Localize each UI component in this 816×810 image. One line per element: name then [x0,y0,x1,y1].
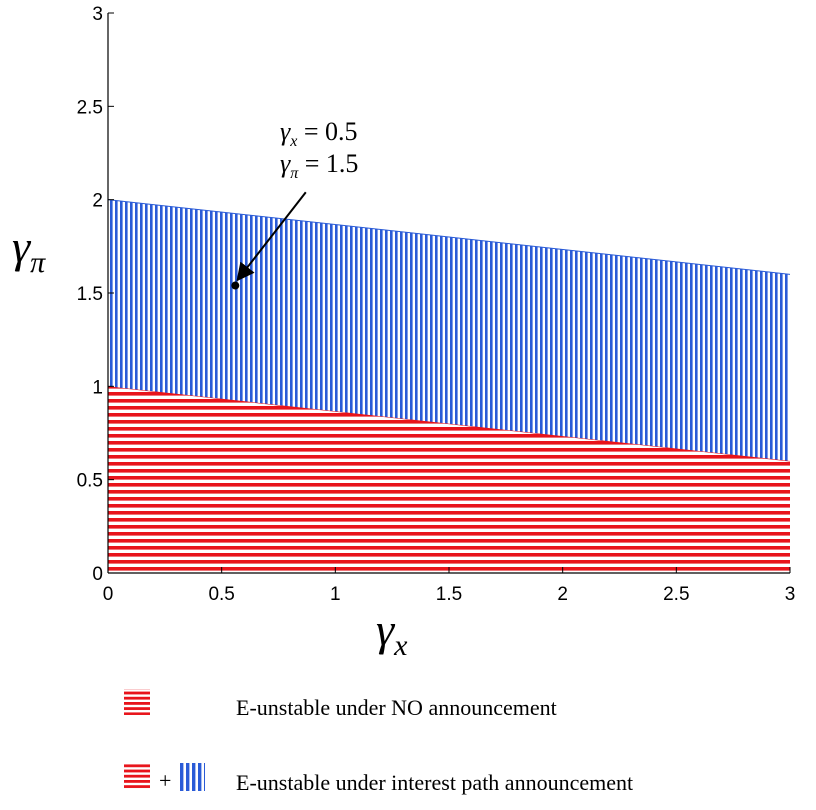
annotation-gamma-x: γx = 0.5 [280,117,358,150]
annotation-arrow [236,191,307,282]
x-tick-label: 3 [785,584,796,605]
region-no-announcement [108,386,790,573]
legend-label-no-announcement: E-unstable under NO announcement [236,695,557,720]
x-axis-label: γx [376,604,408,662]
x-tick-label: 0 [103,584,114,605]
legend-swatch-red [124,764,150,790]
y-tick-label: 2 [92,191,103,212]
legend-plus: + [159,768,171,793]
x-tick-label: 2 [557,584,568,605]
legend-swatch-no-announcement [124,689,150,715]
x-tick-label: 2.5 [663,584,689,605]
y-tick-label: 1 [92,377,103,398]
axis-labels: γπ γx [12,221,408,662]
region-boundary-interest-path-announcement [107,199,791,275]
x-tick-label: 0.5 [208,584,234,605]
y-tick-label: 1.5 [77,284,103,305]
x-tick-label: 1 [330,584,341,605]
y-axis-label: γπ [12,221,46,279]
plot-area: 0 0.5 1 1.5 2 2.5 3 0 0.5 1 1.5 2 2.5 3 γx = 0.5γπ = … [77,4,796,605]
legend-swatch-blue [178,763,205,791]
y-tick-label: 0 [92,564,103,585]
y-tick-label: 3 [92,4,103,25]
y-tick-label: 2.5 [77,97,103,118]
x-tick-label: 1.5 [436,584,462,605]
legend-label-interest-path-announcement: E-unstable under interest path announcem… [236,770,633,795]
annotation-gamma-pi: γπ = 1.5 [280,149,358,182]
legend: E-unstable under NO announcement + E-uns… [124,689,633,795]
y-tick-label: 0.5 [77,471,103,492]
region-interest-path-announcement [108,199,790,461]
data-point [231,281,240,290]
